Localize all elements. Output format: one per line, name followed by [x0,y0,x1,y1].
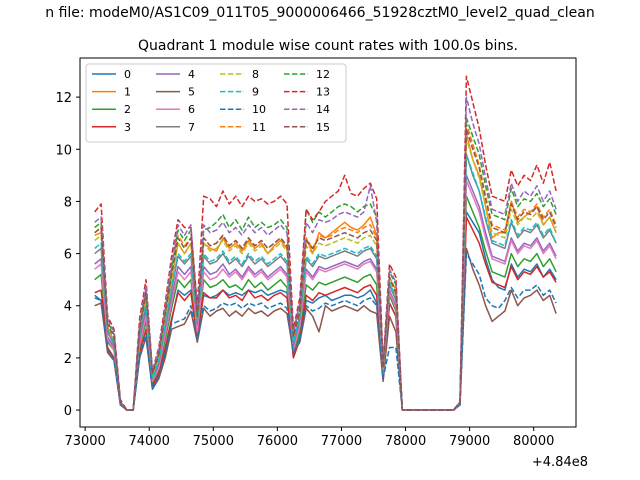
x-axis: 73000 74000 75000 76000 77000 78000 79000 80000 [64,427,554,449]
x-tick-label: 80000 [513,434,554,449]
legend-label-7: 7 [188,121,195,134]
y-tick-label: 10 [55,143,72,158]
y-tick-label: 0 [64,404,72,419]
x-tick-label: 74000 [129,434,170,449]
legend-label-3: 3 [124,121,131,134]
series-line-14 [94,96,557,411]
series-line-13 [94,75,557,411]
x-tick-label: 78000 [385,434,426,449]
x-tick-label: 77000 [321,434,362,449]
x-offset-label: +4.84e8 [532,455,588,470]
chart-title: Quadrant 1 module wise count rates with … [138,38,518,54]
series-line-6 [94,179,557,411]
axes-frame [79,57,577,428]
legend-label-1: 1 [124,86,131,99]
y-axis: 0 2 4 6 8 10 12 [55,91,80,419]
series-line-15 [94,127,557,411]
legend-label-12: 12 [316,68,330,81]
series-line-7 [94,153,557,411]
series-line-8 [94,138,557,411]
x-tick-label: 73000 [64,434,105,449]
legend-label-5: 5 [188,86,195,99]
legend-label-0: 0 [124,68,131,81]
legend-label-2: 2 [124,103,131,116]
y-tick-label: 6 [64,248,72,263]
y-tick-label: 8 [64,195,72,210]
x-tick-label: 79000 [449,434,490,449]
series-line-10 [94,252,557,411]
legend-label-14: 14 [316,103,330,116]
series-line-12 [94,117,557,411]
legend-label-15: 15 [316,121,330,134]
legend-label-6: 6 [188,103,195,116]
legend-label-8: 8 [252,68,259,81]
legend-label-4: 4 [188,68,195,81]
legend-box [85,63,347,143]
legend-label-11: 11 [252,121,266,134]
legend-label-9: 9 [252,86,259,99]
series-line-9 [94,153,557,411]
x-tick-label: 76000 [257,434,298,449]
y-tick-label: 4 [64,300,72,315]
legend-label-10: 10 [252,103,266,116]
series-line-2 [94,195,557,411]
legend-label-13: 13 [316,86,330,99]
series-line-3 [94,216,557,411]
series-line-5 [94,247,557,411]
series-line-4 [94,174,557,411]
plot-lines [94,75,557,411]
y-tick-label: 12 [55,91,72,106]
y-tick-label: 2 [64,352,72,367]
x-tick-label: 75000 [193,434,234,449]
figure-suptitle: n file: modeM0/AS1C09_011T05_9000006466_… [45,5,594,21]
